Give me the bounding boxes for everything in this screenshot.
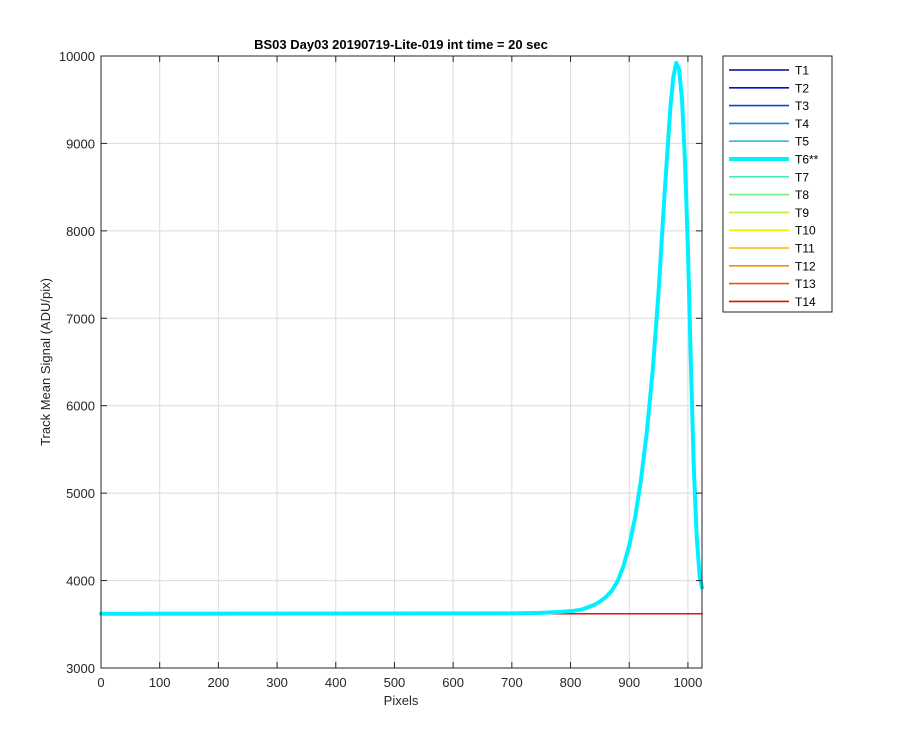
legend-label-t6: T6** xyxy=(795,153,819,167)
x-tick-label: 0 xyxy=(97,675,104,690)
legend-label-t1: T1 xyxy=(795,64,809,78)
axis-ticks: 0 100 200 300 400 500 600 700 800 900 1000 3000 4000… xyxy=(59,49,703,690)
y-tick-label: 9000 xyxy=(66,136,95,151)
plot-frame xyxy=(100,55,703,669)
legend-label-t10: T10 xyxy=(795,224,816,238)
x-tick-label: 500 xyxy=(384,675,406,690)
legend-label-t2: T2 xyxy=(795,81,809,95)
x-tick-label: 800 xyxy=(560,675,582,690)
x-tick-label: 300 xyxy=(266,675,288,690)
legend-label-t9: T9 xyxy=(795,206,809,220)
legend: T1 T2 T3 T4 T5 T6** T7 T8 T9 T10 T11 T12 T13 T14 xyxy=(722,55,833,313)
y-tick-label: 10000 xyxy=(59,49,95,64)
y-tick-label: 5000 xyxy=(66,486,95,501)
y-tick-label: 6000 xyxy=(66,399,95,414)
y-tick-label: 7000 xyxy=(66,311,95,326)
legend-label-t11: T11 xyxy=(795,242,815,256)
legend-label-t14: T14 xyxy=(795,295,816,309)
y-tick-label: 8000 xyxy=(66,224,95,239)
y-axis-label: Track Mean Signal (ADU/pix) xyxy=(38,278,53,446)
legend-label-t12: T12 xyxy=(795,259,816,273)
y-tick-label: 3000 xyxy=(66,661,95,676)
grid-lines xyxy=(101,56,702,668)
y-tick-label: 4000 xyxy=(66,574,95,589)
x-tick-label: 900 xyxy=(618,675,640,690)
legend-label-t4: T4 xyxy=(795,117,809,131)
x-tick-label: 100 xyxy=(149,675,171,690)
x-tick-label: 600 xyxy=(442,675,464,690)
legend-label-t3: T3 xyxy=(795,99,809,113)
legend-label-t5: T5 xyxy=(795,135,809,149)
x-tick-label: 200 xyxy=(208,675,230,690)
x-tick-label: 400 xyxy=(325,675,347,690)
x-tick-label: 1000 xyxy=(673,675,702,690)
legend-label-t8: T8 xyxy=(795,188,809,202)
legend-label-t7: T7 xyxy=(795,170,809,184)
legend-box xyxy=(722,55,833,313)
series-line-t6 xyxy=(99,60,704,616)
legend-label-t13: T13 xyxy=(795,277,816,291)
x-tick-label: 700 xyxy=(501,675,523,690)
series-lines xyxy=(99,60,704,616)
chart-title: BS03 Day03 20190719-Lite-019 int time = … xyxy=(254,37,548,52)
x-axis-label: Pixels xyxy=(384,693,419,708)
